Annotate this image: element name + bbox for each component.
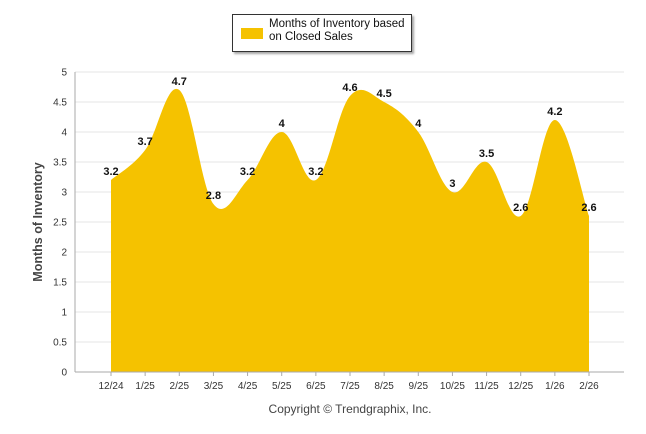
data-label: 4.2 — [547, 106, 562, 118]
x-tick-labels: 12/24 1/25 2/25 3/25 4/25 5/25 6/25 7/25 8/25 9/2… — [98, 381, 599, 392]
legend-swatch — [241, 28, 263, 39]
x-tick-label: 2/26 — [579, 381, 599, 392]
data-label: 4.6 — [342, 82, 357, 94]
series-area — [111, 88, 589, 372]
x-tick-label: 6/25 — [306, 381, 326, 392]
data-label: 3.2 — [103, 166, 118, 178]
data-label: 4 — [415, 118, 422, 130]
y-tick-label: 4 — [61, 128, 67, 139]
y-tick-label: 2 — [61, 248, 67, 259]
x-tick-label: 9/25 — [409, 381, 429, 392]
axes — [74, 72, 624, 376]
x-tick-label: 7/25 — [340, 381, 360, 392]
data-label: 4 — [279, 118, 286, 130]
x-tick-label: 8/25 — [374, 381, 394, 392]
data-label: 4.7 — [172, 76, 187, 88]
data-label: 3.2 — [240, 166, 255, 178]
data-label: 4.5 — [376, 88, 391, 100]
copyright-credit: Copyright © Trendgraphix, Inc. — [269, 402, 432, 416]
y-tick-label: 0.5 — [53, 338, 67, 349]
y-tick-label: 4.5 — [53, 98, 67, 109]
y-tick-label: 2.5 — [53, 218, 67, 229]
x-tick-label: 12/25 — [508, 381, 533, 392]
y-tick-labels: 0 0.5 1 1.5 2 2.5 3 3.5 4 4.5 5 — [53, 68, 67, 379]
x-tick-label: 2/25 — [170, 381, 190, 392]
data-label: 2.6 — [581, 202, 596, 214]
y-tick-label: 3 — [61, 188, 67, 199]
x-tick-label: 5/25 — [272, 381, 292, 392]
y-tick-label: 3.5 — [53, 158, 67, 169]
y-axis-label: Months of Inventory — [31, 162, 45, 281]
legend: Months of Inventory based on Closed Sale… — [232, 14, 412, 52]
x-tick-label: 4/25 — [238, 381, 258, 392]
data-label: 2.6 — [513, 202, 528, 214]
y-tick-label: 5 — [61, 68, 67, 79]
x-tick-label: 3/25 — [204, 381, 224, 392]
y-tick-label: 1.5 — [53, 278, 67, 289]
x-tick-label: 12/24 — [98, 381, 123, 392]
data-label: 3.7 — [137, 136, 152, 148]
data-label: 3.5 — [479, 148, 494, 160]
data-label: 3.2 — [308, 166, 323, 178]
data-label: 2.8 — [206, 190, 221, 202]
data-label: 3 — [449, 178, 455, 190]
x-tick-label: 10/25 — [440, 381, 465, 392]
y-tick-label: 1 — [61, 308, 67, 319]
x-tick-label: 1/26 — [545, 381, 565, 392]
data-labels: 3.2 3.7 4.7 2.8 3.2 4 3.2 4.6 4.5 4 3 3.5 2.6 4.2 2.6 — [103, 76, 596, 214]
x-tick-label: 1/25 — [135, 381, 155, 392]
legend-label: Months of Inventory based on Closed Sale… — [269, 18, 405, 43]
x-tick-label: 11/25 — [474, 381, 499, 392]
y-tick-label: 0 — [61, 368, 67, 379]
